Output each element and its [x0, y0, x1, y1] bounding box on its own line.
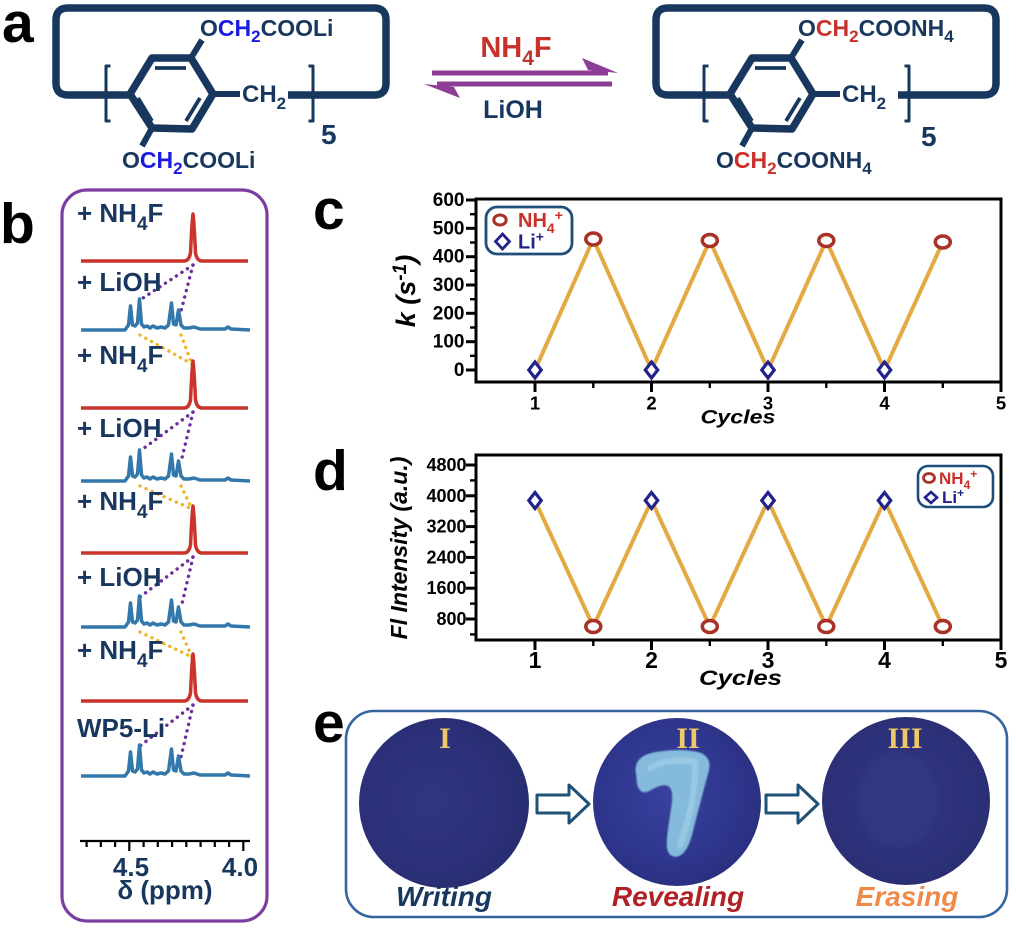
- svg-text:c: c: [313, 178, 345, 242]
- svg-text:Writing: Writing: [396, 881, 492, 912]
- svg-text:400: 400: [433, 247, 465, 268]
- svg-text:Fl Intensity (a.u.): Fl Intensity (a.u.): [386, 457, 412, 640]
- svg-text:5: 5: [996, 393, 1006, 414]
- svg-text:+ LiOH: + LiOH: [77, 413, 162, 443]
- svg-text:k (s-1): k (s-1): [390, 255, 421, 327]
- svg-text:5: 5: [921, 121, 937, 152]
- svg-text:4000: 4000: [426, 486, 466, 506]
- svg-text:3200: 3200: [426, 517, 466, 537]
- svg-text:δ (ppm): δ (ppm): [117, 875, 212, 905]
- svg-text:4: 4: [879, 393, 890, 414]
- svg-text:NH4F: NH4F: [480, 32, 551, 70]
- svg-text:800: 800: [436, 609, 466, 629]
- svg-text:2: 2: [645, 647, 658, 673]
- svg-text:4: 4: [878, 647, 891, 673]
- svg-text:Cycles: Cycles: [699, 666, 782, 690]
- svg-text:1600: 1600: [426, 578, 466, 598]
- svg-text:4.0: 4.0: [222, 852, 258, 882]
- svg-text:OCH2COOLi: OCH2COOLi: [122, 147, 255, 178]
- svg-text:Cycles: Cycles: [701, 408, 776, 429]
- svg-text:5: 5: [995, 647, 1008, 673]
- svg-text:100: 100: [433, 332, 465, 353]
- svg-text:5: 5: [321, 119, 337, 150]
- svg-text:Revealing: Revealing: [612, 881, 744, 912]
- svg-text:+ LiOH: + LiOH: [77, 562, 162, 592]
- svg-text:Li+: Li+: [518, 229, 544, 254]
- svg-text:1: 1: [529, 647, 542, 673]
- svg-text:OCH2COONH4: OCH2COONH4: [716, 147, 872, 178]
- svg-text:200: 200: [433, 303, 465, 324]
- svg-text:3: 3: [763, 393, 773, 414]
- svg-text:+ NH4F: + NH4F: [77, 635, 163, 672]
- svg-text:600: 600: [433, 190, 465, 211]
- svg-text:300: 300: [433, 275, 465, 296]
- svg-text:1: 1: [530, 393, 540, 414]
- svg-text:e: e: [313, 691, 345, 755]
- svg-text:b: b: [0, 192, 35, 256]
- svg-text:CH2: CH2: [242, 81, 286, 113]
- svg-text:+ LiOH: + LiOH: [77, 267, 162, 297]
- svg-text:4800: 4800: [426, 455, 466, 475]
- svg-text:LiOH: LiOH: [483, 96, 543, 124]
- svg-text:II: II: [676, 722, 699, 755]
- svg-text:2400: 2400: [426, 547, 466, 567]
- svg-text:4.5: 4.5: [113, 852, 149, 882]
- svg-text:+ NH4F: + NH4F: [77, 340, 163, 377]
- svg-text:+ NH4F: + NH4F: [77, 486, 163, 523]
- svg-text:I: I: [439, 722, 451, 755]
- svg-text:a: a: [2, 0, 35, 55]
- svg-text:500: 500: [433, 218, 465, 239]
- svg-text:Erasing: Erasing: [856, 881, 959, 912]
- svg-text:OCH2COONH4: OCH2COONH4: [798, 15, 954, 46]
- svg-text:d: d: [313, 439, 348, 503]
- svg-text:+ NH4F: + NH4F: [77, 198, 163, 235]
- svg-text:0: 0: [454, 360, 465, 381]
- svg-text:WP5-Li: WP5-Li: [77, 713, 165, 743]
- svg-text:CH2: CH2: [842, 81, 886, 113]
- svg-text:OCH2COOLi: OCH2COOLi: [200, 15, 333, 46]
- svg-text:3: 3: [762, 647, 775, 673]
- svg-text:III: III: [887, 722, 922, 755]
- svg-text:2: 2: [646, 393, 656, 414]
